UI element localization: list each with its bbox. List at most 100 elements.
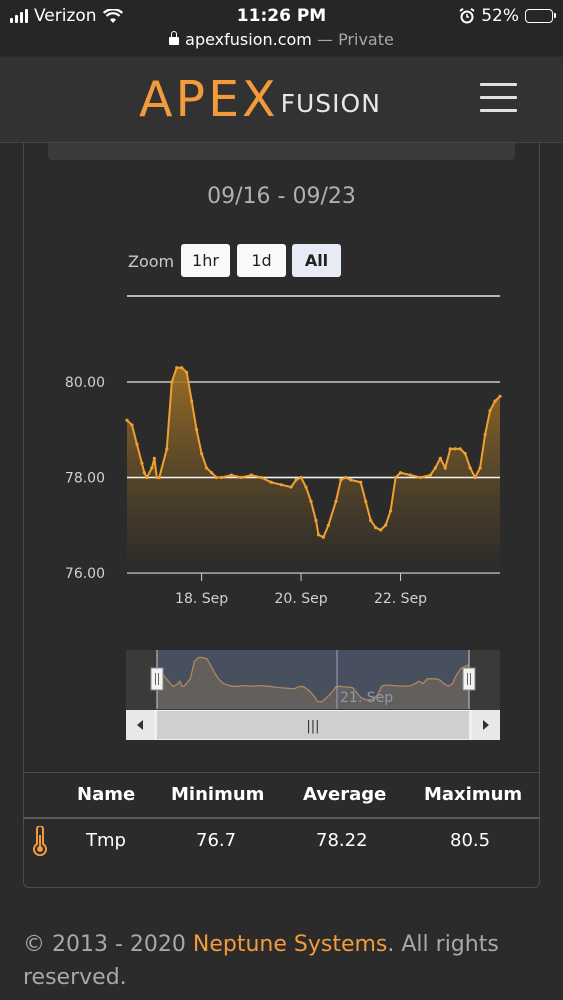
clock: 11:26 PM <box>236 6 327 26</box>
x-tick-label: 20. Sep <box>275 591 328 607</box>
header-name[interactable]: Name <box>77 784 136 805</box>
footer-brand-link[interactable]: Neptune Systems <box>192 932 388 957</box>
row-minimum: 76.7 <box>196 830 237 851</box>
row-name: Tmp <box>86 830 126 851</box>
data-point <box>418 475 423 480</box>
apex-fusion-logo[interactable]: APEX FUSION <box>139 75 381 124</box>
data-point <box>299 475 303 480</box>
data-point <box>204 466 209 470</box>
wifi-icon <box>102 8 123 23</box>
data-point <box>344 475 348 480</box>
data-point <box>294 478 298 482</box>
data-point <box>155 475 159 480</box>
data-point <box>321 535 326 539</box>
data-point <box>433 466 437 470</box>
data-point <box>279 483 283 487</box>
data-point <box>374 526 378 530</box>
zoom-label: Zoom <box>128 252 175 271</box>
table-top-border <box>23 772 540 773</box>
data-point <box>269 480 273 484</box>
hamburger-icon[interactable] <box>480 83 517 115</box>
data-point <box>249 473 253 477</box>
header-maximum[interactable]: Maximum <box>424 784 523 805</box>
navigator-label: 21. Sep <box>340 690 393 706</box>
scroll-left-button[interactable] <box>126 710 154 740</box>
series-area <box>127 367 500 573</box>
data-point <box>175 366 179 370</box>
footer: © 2013 - 2020 Neptune Systems. All right… <box>23 928 543 994</box>
status-left: Verizon <box>10 6 123 26</box>
zoom-1d-button[interactable]: 1d <box>237 244 286 277</box>
scrollbar-thumb[interactable] <box>157 711 469 739</box>
data-point <box>239 475 243 480</box>
thermometer-icon <box>33 826 47 856</box>
data-point <box>478 466 482 470</box>
battery-icon <box>525 9 556 23</box>
data-point <box>200 452 204 456</box>
zoom-all-button[interactable]: All <box>292 244 341 277</box>
navigator-area <box>157 657 469 709</box>
temperature-chart[interactable]: 76.00 78.00 80.00 18. Sep 20. Sep 22. Sep <box>0 280 563 620</box>
scroll-right-button[interactable] <box>472 710 500 740</box>
date-range: 09/16 - 09/23 <box>207 184 356 209</box>
collapsed-panel[interactable] <box>48 143 515 160</box>
alarm-icon <box>459 8 475 24</box>
data-point <box>443 466 447 470</box>
data-point <box>170 380 174 384</box>
data-point <box>438 456 442 460</box>
scrollbar-grip: ||| <box>306 719 319 734</box>
status-right: 52% <box>459 6 556 26</box>
data-point <box>393 475 398 480</box>
navigator-handle-right[interactable] <box>462 667 476 691</box>
data-point <box>448 447 452 451</box>
data-point <box>473 475 477 480</box>
data-point <box>304 485 308 489</box>
data-point <box>140 461 144 465</box>
data-point <box>135 442 139 446</box>
navigator-line <box>156 656 470 703</box>
data-point <box>359 480 363 484</box>
data-point <box>259 475 263 480</box>
data-point <box>314 518 318 523</box>
data-point <box>219 475 224 480</box>
row-average: 78.22 <box>316 830 368 851</box>
y-tick-label: 76.00 <box>65 566 105 582</box>
header-minimum[interactable]: Minimum <box>171 784 265 805</box>
data-point <box>388 509 393 513</box>
data-point <box>185 370 189 375</box>
data-point <box>498 394 502 398</box>
data-point <box>309 499 313 503</box>
row-maximum: 80.5 <box>450 830 491 851</box>
data-point <box>214 475 219 480</box>
data-point <box>209 471 214 475</box>
data-point <box>493 399 497 403</box>
header-average[interactable]: Average <box>303 784 387 805</box>
data-point <box>334 499 338 503</box>
data-point <box>152 456 156 460</box>
data-point <box>379 528 383 532</box>
data-point <box>190 399 194 403</box>
data-point <box>326 523 331 527</box>
data-point <box>453 447 457 451</box>
battery-percent: 52% <box>481 6 519 26</box>
data-point <box>130 423 134 427</box>
zoom-1hr-button[interactable]: 1hr <box>181 244 230 277</box>
data-point <box>289 485 293 489</box>
data-point <box>180 366 184 370</box>
navigator-selection[interactable] <box>157 650 469 709</box>
url-separator: — <box>311 30 339 49</box>
carrier-label: Verizon <box>34 6 97 26</box>
data-point <box>364 499 368 503</box>
data-point <box>463 452 467 456</box>
url-bar[interactable]: apexfusion.com — Private <box>0 30 563 56</box>
y-tick-label: 80.00 <box>65 375 105 391</box>
chart-navigator[interactable]: 21. Sep ||| <box>126 650 500 740</box>
navigator-handle-left[interactable] <box>150 667 164 691</box>
data-point <box>458 447 462 451</box>
lock-icon <box>169 31 180 45</box>
footer-copyright: © 2013 - 2020 <box>23 932 193 957</box>
logo-main-text: APEX <box>139 71 279 128</box>
data-point <box>408 473 413 477</box>
private-label: Private <box>338 30 394 49</box>
footer-rights: . All rights reserved. <box>23 932 499 990</box>
